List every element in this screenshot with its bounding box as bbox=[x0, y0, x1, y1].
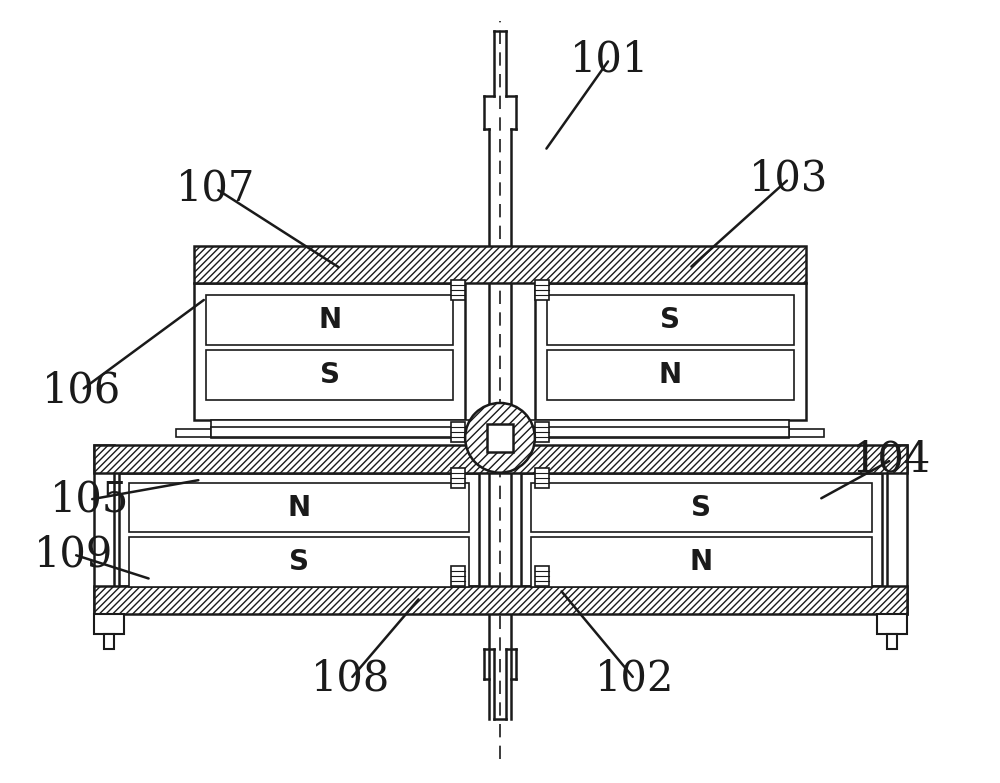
Text: N: N bbox=[690, 548, 713, 576]
Bar bbox=[94, 445, 114, 614]
Bar bbox=[535, 283, 806, 420]
Text: 109: 109 bbox=[34, 533, 113, 576]
Text: S: S bbox=[289, 548, 309, 576]
Bar bbox=[531, 537, 872, 587]
Bar bbox=[547, 295, 794, 345]
Text: 107: 107 bbox=[176, 168, 256, 210]
Bar bbox=[211, 427, 479, 437]
Bar bbox=[94, 586, 907, 614]
Bar bbox=[789, 429, 824, 437]
Bar bbox=[119, 473, 479, 586]
Bar bbox=[521, 427, 789, 437]
Text: S: S bbox=[320, 361, 340, 389]
Text: 103: 103 bbox=[749, 157, 829, 200]
Bar bbox=[547, 350, 794, 400]
Bar bbox=[206, 350, 453, 400]
Text: N: N bbox=[318, 306, 341, 334]
Bar bbox=[211, 420, 789, 438]
Bar bbox=[206, 295, 453, 345]
Text: S: S bbox=[691, 493, 711, 521]
Bar bbox=[487, 424, 513, 452]
Bar bbox=[94, 614, 124, 634]
Text: 102: 102 bbox=[595, 658, 674, 700]
Bar bbox=[535, 422, 549, 442]
Text: 106: 106 bbox=[42, 369, 121, 411]
Bar bbox=[535, 467, 549, 488]
Bar bbox=[451, 467, 465, 488]
Text: 104: 104 bbox=[852, 438, 931, 481]
Bar bbox=[451, 280, 465, 301]
Bar bbox=[531, 482, 872, 532]
Bar bbox=[94, 445, 907, 473]
Bar bbox=[451, 422, 465, 442]
Bar bbox=[521, 473, 882, 586]
Bar bbox=[194, 246, 806, 283]
Bar bbox=[887, 445, 907, 614]
Text: N: N bbox=[288, 493, 311, 521]
Text: S: S bbox=[660, 306, 680, 334]
Text: 105: 105 bbox=[50, 478, 129, 521]
Bar bbox=[535, 280, 549, 301]
Text: 101: 101 bbox=[570, 38, 649, 80]
Bar bbox=[104, 634, 114, 649]
Circle shape bbox=[465, 403, 535, 473]
Bar bbox=[194, 283, 465, 420]
Bar bbox=[877, 614, 907, 634]
Text: N: N bbox=[659, 361, 682, 389]
Text: 108: 108 bbox=[311, 658, 390, 700]
Bar bbox=[887, 634, 897, 649]
Bar bbox=[129, 482, 469, 532]
Bar bbox=[451, 566, 465, 586]
Bar bbox=[535, 566, 549, 586]
Bar bbox=[129, 537, 469, 587]
Bar bbox=[176, 429, 211, 437]
